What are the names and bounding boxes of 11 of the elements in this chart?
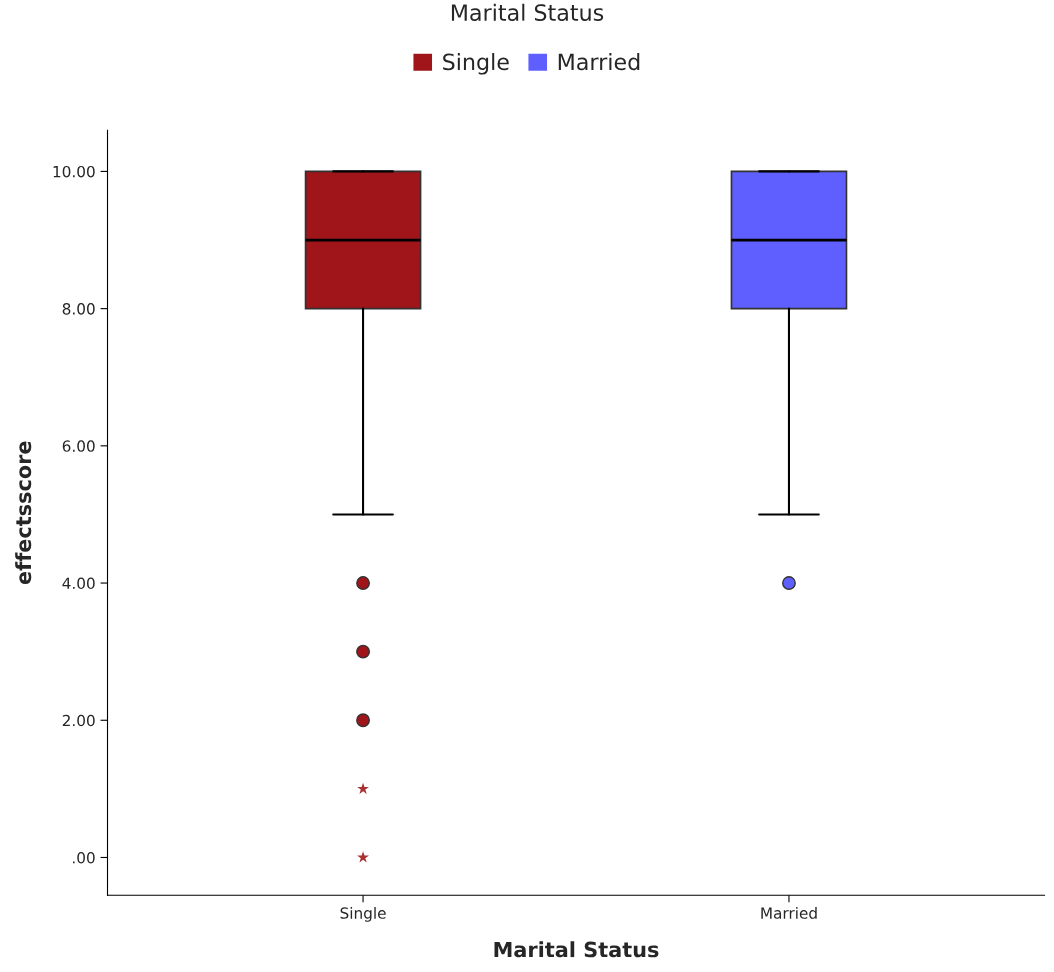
legend-label: Single [443,53,509,75]
y-tick-label: 10.00 [53,165,95,178]
y-tick-label: 6.00 [62,440,95,452]
y-axis-title: effectsscore [15,441,32,585]
y-tick-label: 2.00 [62,714,95,727]
y-tick-label: 8.00 [62,303,95,315]
legend-label: Married [558,53,640,71]
x-axis-title: Marital Status [494,941,659,958]
y-tick-label: 4.00 [62,577,95,590]
legend-title: Marital Status [451,3,604,21]
y-tick-label: .00 [73,851,95,864]
